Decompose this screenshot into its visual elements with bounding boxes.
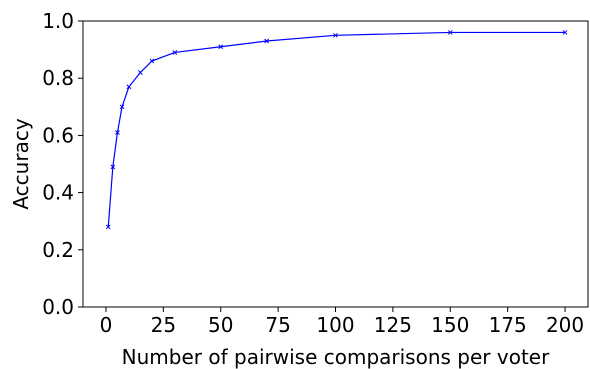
data-point: [333, 32, 338, 38]
x-tick-label: 25: [151, 313, 176, 337]
data-point: [264, 38, 269, 44]
data-point: [105, 224, 111, 230]
data-point: [138, 70, 143, 75]
x-axis-ticks: 0 25 50 75 100 125 150 175 200: [100, 307, 584, 337]
y-tick-label: 0.2: [42, 238, 74, 262]
y-axis-ticks: 0.0 0.2 0.4 0.6 0.8 1.0: [42, 9, 83, 319]
series-line: [107, 31, 566, 227]
y-tick-label: 0.8: [42, 66, 74, 90]
x-tick-label: 125: [374, 313, 412, 337]
data-point: [562, 30, 568, 35]
x-tick-label: 175: [489, 313, 527, 337]
y-tick-label: 0.4: [42, 181, 74, 205]
x-tick-label: 200: [546, 313, 584, 337]
plot-frame: [82, 20, 589, 308]
data-point: [149, 58, 155, 64]
data-point: [119, 104, 125, 110]
x-tick-label: 75: [265, 313, 290, 337]
data-point: [447, 30, 453, 35]
y-tick-label: 0.6: [42, 123, 74, 147]
data-point: [218, 44, 224, 50]
x-tick-label: 50: [208, 313, 233, 337]
data-point: [115, 130, 120, 135]
series-layer: [105, 30, 568, 230]
y-tick-label: 1.0: [42, 9, 74, 33]
data-point: [126, 84, 132, 90]
y-axis-label: Accuracy: [9, 118, 33, 209]
y-tick-label: 0.0: [42, 295, 74, 319]
x-axis-label: Number of pairwise comparisons per voter: [122, 345, 550, 369]
data-point: [110, 164, 116, 170]
x-tick-label: 0: [100, 313, 113, 337]
plot-area: [82, 20, 589, 308]
data-point: [172, 50, 178, 55]
x-tick-label: 150: [431, 313, 469, 337]
x-tick-label: 100: [316, 313, 354, 337]
